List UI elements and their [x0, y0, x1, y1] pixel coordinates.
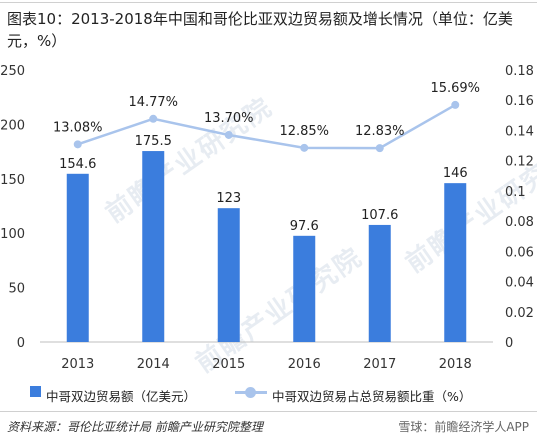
- bar-label-2013: 154.6: [59, 157, 96, 172]
- legend-bar-swatch: [30, 386, 41, 397]
- share-label-2018: 15.69%: [430, 81, 480, 96]
- bar-2013: [66, 173, 89, 342]
- share-point-2014: [149, 114, 158, 123]
- bar-2015: [217, 208, 240, 342]
- share-point-2016: [300, 143, 309, 152]
- share-label-2014: 14.77%: [128, 95, 178, 110]
- x-tick-label-2013: 2013: [61, 357, 94, 372]
- legend-bar-label: 中哥双边贸易额（亿美元）: [46, 389, 197, 404]
- bottom-watermark: 雪球：前瞻经济学人APP: [398, 420, 529, 434]
- x-tick-label-2018: 2018: [439, 357, 472, 372]
- right-tick-label-8: 0.16: [505, 94, 534, 109]
- footer-divider: [0, 411, 537, 412]
- right-tick-label-1: 0.02: [505, 306, 534, 321]
- bar-label-2018: 146: [443, 166, 468, 181]
- bar-2016: [293, 235, 316, 342]
- share-line: [77, 103, 456, 150]
- left-tick-label-3: 150: [0, 173, 25, 188]
- right-tick-label-3: 0.06: [505, 245, 534, 260]
- share-label-2016: 12.85%: [279, 124, 329, 139]
- right-tick-label-6: 0.12: [505, 155, 534, 170]
- bar-label-2016: 97.6: [290, 219, 319, 234]
- bar-label-2015: 123: [216, 191, 241, 206]
- share-point-2017: [375, 144, 384, 153]
- bar-label-2014: 175.5: [135, 134, 172, 149]
- share-label-2015: 13.70%: [204, 111, 254, 126]
- bar-2014: [142, 151, 165, 342]
- left-tick-label-0: 0: [17, 336, 25, 351]
- right-tick-label-0: 0: [505, 336, 513, 351]
- right-tick-label-5: 0.1: [505, 185, 526, 200]
- top-divider: [0, 2, 537, 3]
- left-tick-label-2: 100: [0, 227, 25, 242]
- right-tick-label-7: 0.14: [505, 124, 534, 139]
- legend-line-label: 中哥双边贸易占总贸易额比重（%）: [272, 389, 472, 404]
- left-tick-label-4: 200: [0, 118, 25, 133]
- bar-2018: [444, 183, 467, 342]
- right-tick-label-2: 0.04: [505, 276, 534, 291]
- x-tick-label-2016: 2016: [288, 357, 321, 372]
- chart-svg: 0 50 100 150 200 250 0 0.02 0.04 0.06 0.08 0.1 0.12 0…: [0, 64, 534, 372]
- share-label-2013: 13.08%: [53, 120, 103, 135]
- right-tick-label-9: 0.18: [505, 64, 534, 79]
- chart-title: 图表10：2013-2018年中国和哥伦比亚双边贸易额及增长情况（单位：亿美元，…: [7, 10, 513, 50]
- right-tick-label-4: 0.08: [505, 215, 534, 230]
- bar-2017: [368, 224, 391, 342]
- left-tick-label-1: 50: [8, 282, 25, 297]
- x-tick-label-2017: 2017: [363, 357, 396, 372]
- x-tick-label-2014: 2014: [137, 357, 170, 372]
- share-point-2018: [451, 100, 460, 109]
- x-tick-label-2015: 2015: [212, 357, 245, 372]
- share-label-2017: 12.83%: [355, 124, 405, 139]
- legend-dot-swatch: [245, 387, 256, 398]
- source-note: 资料来源：哥伦比亚统计局 前瞻产业研究院整理: [7, 420, 263, 434]
- bar-label-2017: 107.6: [361, 208, 398, 223]
- share-point-2013: [73, 140, 82, 149]
- left-tick-label-5: 250: [0, 64, 25, 79]
- share-point-2015: [224, 130, 233, 139]
